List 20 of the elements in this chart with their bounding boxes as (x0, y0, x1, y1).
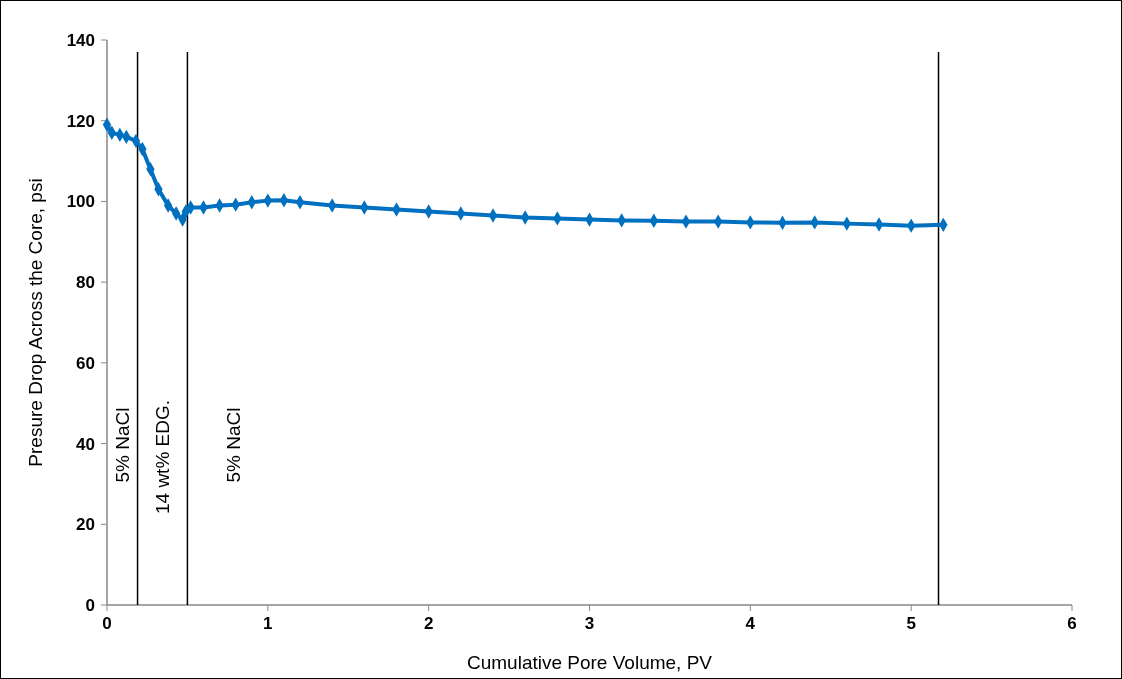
y-tick-label: 140 (66, 30, 95, 50)
y-tick-label: 0 (85, 595, 95, 615)
x-tick-label: 5 (906, 614, 916, 633)
annotation: 5% NaCl (223, 407, 245, 483)
y-axis-title: Presure Drop Across the Core, psi (25, 178, 46, 467)
x-axis-title: Cumulative Pore Volume, PV (466, 652, 713, 673)
y-tick-label: 20 (76, 515, 95, 535)
x-tick-label: 0 (102, 614, 112, 633)
y-tick-label: 60 (76, 353, 95, 373)
annotation: 14 wt% EDG. (152, 399, 174, 515)
y-tick-label: 40 (76, 434, 95, 454)
x-tick-label: 6 (1067, 614, 1077, 633)
x-tick-label: 3 (584, 614, 595, 633)
y-tick-label: 80 (76, 273, 95, 293)
y-tick-label: 120 (66, 111, 95, 131)
x-tick-label: 1 (263, 614, 273, 633)
y-tick-label: 100 (66, 192, 95, 212)
x-tick-label: 2 (423, 614, 434, 633)
annotation: 5% NaCl (112, 407, 134, 483)
x-tick-label: 4 (745, 614, 756, 633)
